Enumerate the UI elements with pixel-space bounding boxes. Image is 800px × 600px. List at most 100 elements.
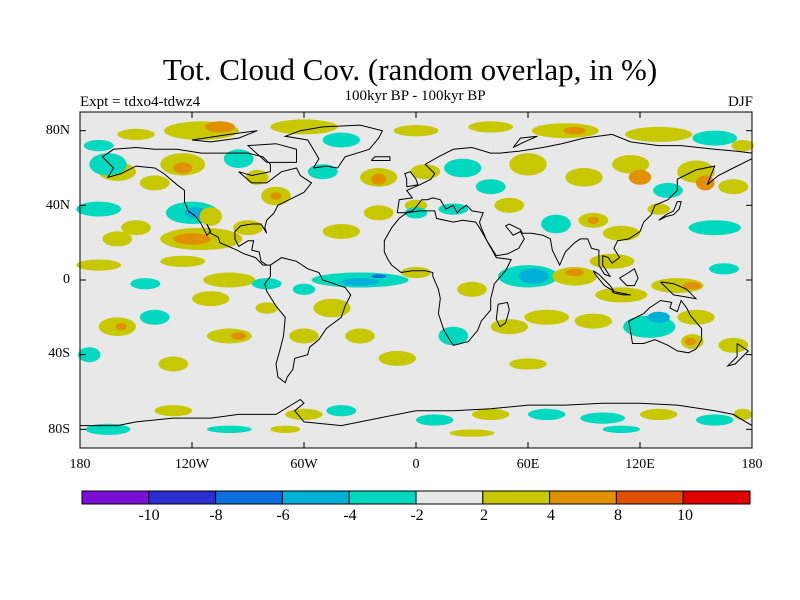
anomaly-patch [677, 309, 715, 325]
coastline-new-zealand [726, 343, 750, 367]
coastline-north-america [102, 146, 313, 266]
colorbar-label-2: 2 [480, 507, 488, 524]
anomaly-patch [438, 203, 469, 215]
colorbar-label-4: 4 [547, 507, 555, 524]
anomaly-patch [640, 408, 678, 420]
coastlines [80, 124, 753, 427]
coastline-svalbard-nz [512, 135, 538, 148]
anomaly-patch [345, 328, 375, 344]
coastline-japan [658, 201, 682, 221]
anomaly-patch [203, 272, 256, 288]
anomaly-patch [130, 278, 161, 290]
anomaly-patch [602, 225, 640, 241]
anomaly-patch [117, 128, 155, 140]
anomaly-patch [223, 149, 254, 168]
colorbar-swatch [415, 490, 484, 505]
anomaly-patch [438, 326, 469, 346]
anomaly-patch [173, 233, 211, 245]
colorbar-swatch [281, 490, 350, 505]
map-plot-area [76, 111, 754, 449]
coastline-africa [383, 210, 512, 346]
anomaly-patch [270, 192, 282, 200]
anomaly-patch [139, 309, 170, 325]
anomaly-patch [574, 313, 612, 329]
anomaly-patch [563, 127, 586, 135]
lon-label-120w: 120W [174, 457, 210, 472]
anomaly-patch [322, 132, 360, 148]
lon-label-60e: 60E [516, 457, 540, 472]
lon-label-60w: 60W [290, 457, 318, 472]
anomaly-patch [158, 356, 189, 372]
colorbar-label-m10: -10 [138, 507, 160, 524]
coastline-iceland [370, 156, 391, 161]
anomaly-patch [602, 425, 640, 433]
coastline-borneo [619, 268, 639, 287]
coastline-eurasia [396, 133, 753, 278]
anomaly-patch [524, 309, 570, 325]
anomaly-patch [718, 179, 749, 195]
anomaly-patch [404, 207, 428, 219]
anomaly-patch [322, 224, 360, 239]
lat-label-80n: 80N [45, 123, 70, 138]
anomaly-patch [509, 358, 547, 370]
anomaly-patch [401, 266, 431, 279]
coastline-new-guinea [660, 281, 698, 300]
anomaly-patch [518, 268, 549, 284]
anomaly-patch [393, 125, 439, 137]
anomaly-patch [199, 207, 222, 226]
anomaly-patch [192, 291, 230, 307]
anomaly-patch [292, 283, 316, 295]
colorbar-swatch [81, 490, 150, 505]
anomaly-patch [115, 323, 127, 331]
anomaly-patch [457, 281, 487, 297]
anomaly-patch [205, 121, 235, 133]
lon-label-180e: 180 [741, 457, 763, 472]
anomaly-patch [154, 405, 192, 417]
lon-label-0: 0 [412, 457, 420, 472]
anomaly-patch [683, 281, 702, 290]
colorbar-swatch [215, 490, 283, 505]
anomaly-patch [468, 121, 514, 133]
chart-title: Tot. Cloud Cov. (random overlap, in %) [162, 52, 658, 87]
colorbar-label-m2: -2 [410, 507, 424, 524]
anomaly-patch [552, 267, 598, 286]
anomaly-patch [206, 328, 252, 344]
anomaly-patch [410, 164, 441, 180]
anomaly-patch [647, 203, 670, 215]
anomaly-patch [85, 423, 131, 435]
colorbar-label-m8: -8 [209, 507, 223, 524]
anomaly-patch [270, 119, 338, 135]
anomaly-patch [718, 337, 749, 353]
coastline-greenland [283, 124, 384, 169]
lon-label-120e: 120E [625, 457, 655, 472]
coastline-baffin [246, 143, 297, 163]
coastline-australia [628, 299, 703, 354]
anomaly-patch [289, 328, 319, 344]
anomaly-patch [580, 412, 626, 424]
anomaly-patch [733, 408, 752, 420]
anomaly-patch [647, 311, 670, 323]
anomaly-patch [472, 408, 510, 420]
anomaly-patch [173, 162, 192, 174]
anomaly-patch [139, 175, 170, 191]
anomaly-patch [76, 201, 122, 217]
anomaly-patch [684, 337, 697, 346]
lat-label-40s: 40S [48, 346, 70, 361]
anomaly-patch [475, 179, 506, 195]
colorbar-swatch [348, 490, 417, 505]
coastline-arctic-islands [191, 130, 258, 143]
coastline-uk [404, 171, 419, 188]
anomaly-patch [628, 169, 652, 185]
coastline-java [611, 290, 631, 296]
colorbar-label-8: 8 [614, 507, 622, 524]
anomaly-patch [731, 140, 754, 152]
chart-subtitle: 100kyr BP - 100kyr BP [344, 88, 486, 104]
anomaly-patch [565, 268, 584, 277]
colorbar [81, 490, 751, 505]
anomaly-patch [76, 259, 122, 271]
lat-label-40n: 40N [45, 198, 70, 213]
anomaly-patch [490, 319, 528, 335]
anomaly-patch [160, 255, 206, 267]
colorbar-swatch [148, 490, 217, 505]
